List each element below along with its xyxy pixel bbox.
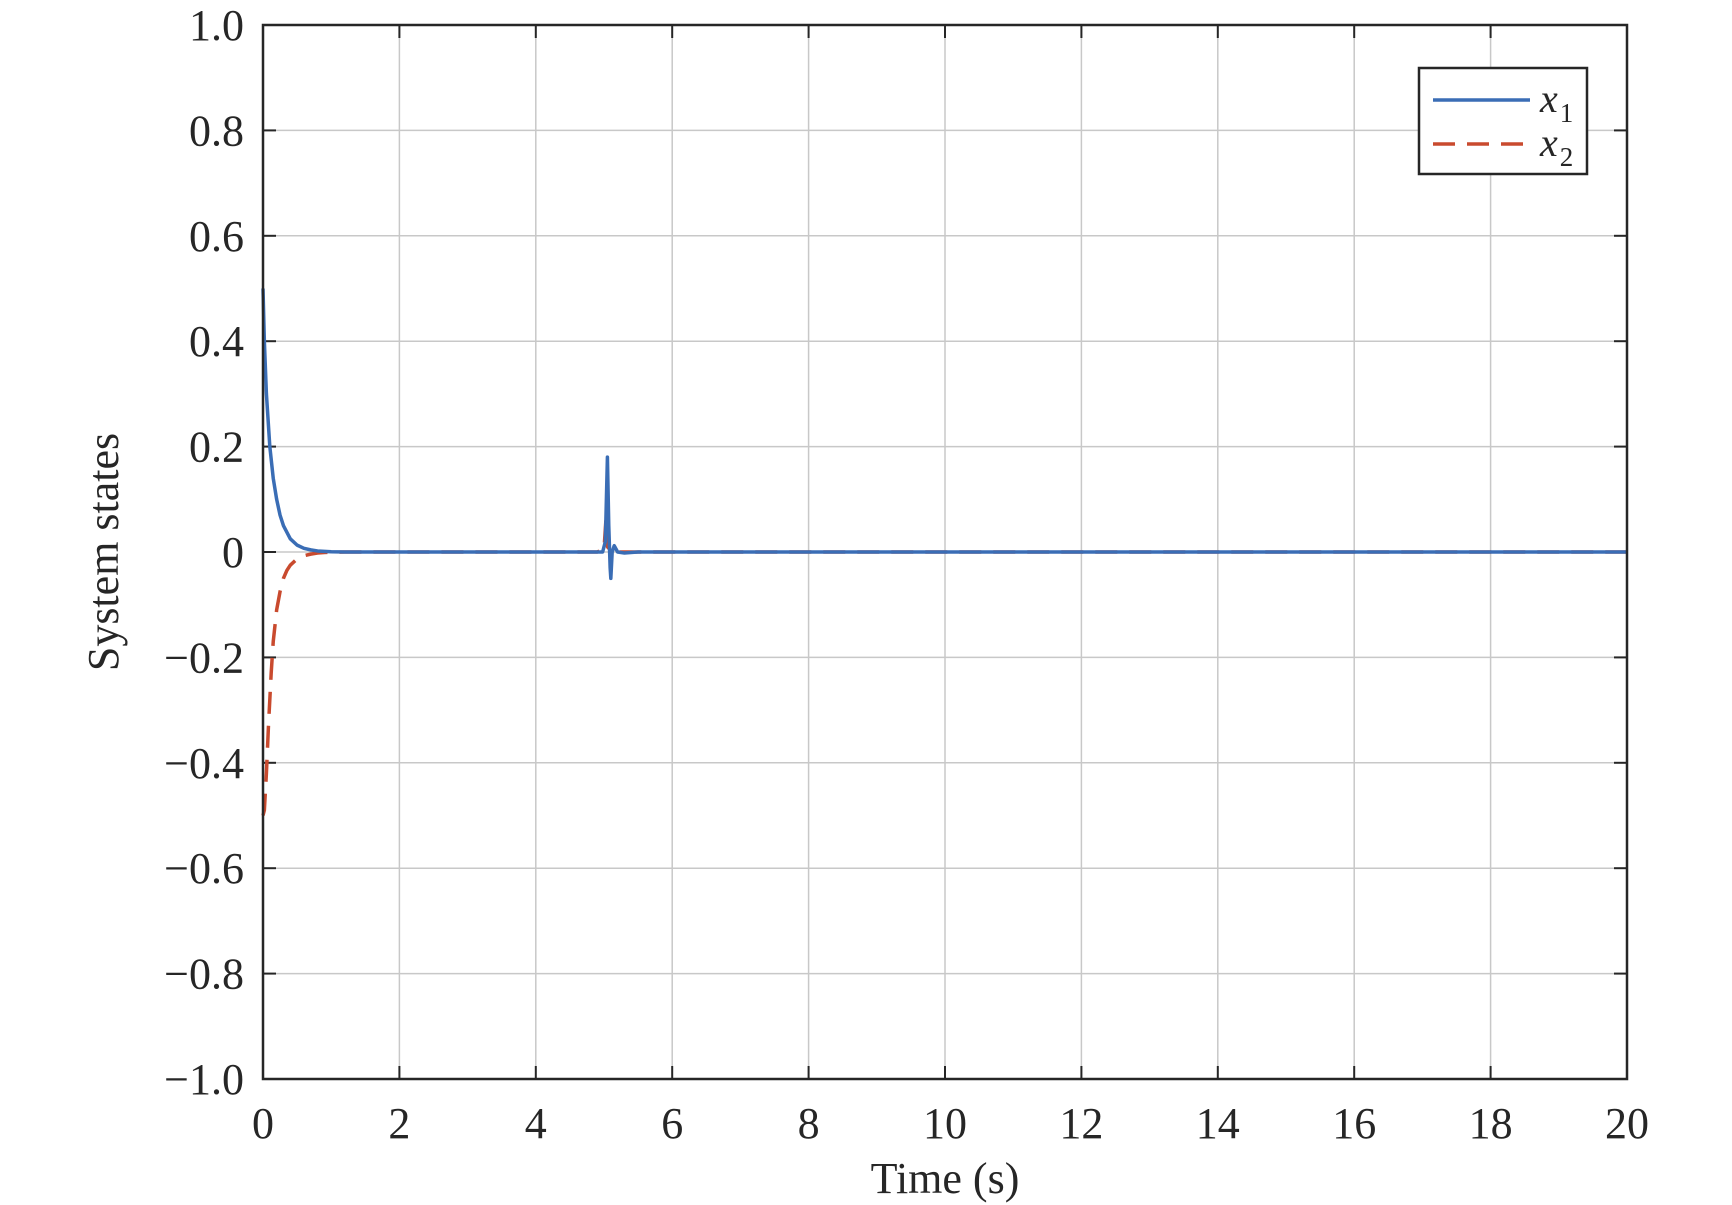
plot-frame	[261, 23, 1629, 1081]
x-tick-label: 12	[1059, 1099, 1103, 1148]
y-tick-label: −0.8	[164, 950, 244, 999]
x-tick-label: 8	[798, 1099, 820, 1148]
y-tick-label: 1.0	[189, 1, 244, 50]
x-tick-label: 2	[388, 1099, 410, 1148]
legend-box	[1417, 66, 1589, 176]
x-tick-label: 20	[1605, 1099, 1649, 1148]
x-tick-label: 6	[661, 1099, 683, 1148]
series-line-x1	[261, 288, 1627, 581]
x-tick-label: 4	[525, 1099, 547, 1148]
y-tick-label: 0	[222, 528, 244, 577]
x-tick-label: 14	[1196, 1099, 1240, 1148]
x-tick-label: 18	[1469, 1099, 1513, 1148]
tick-labels: 0 2 4 6 8 10 12 14 16 18 20 1.0 0.8 0.6 0.4 0.2 0 −0.2 −0.…	[164, 1, 1649, 1148]
x-axis-title: Time (s)	[871, 1154, 1020, 1203]
y-tick-label: 0.2	[189, 423, 244, 472]
x-tick-label: 10	[923, 1099, 967, 1148]
y-tick-label: 0.6	[189, 212, 244, 261]
x-tick-label: 0	[252, 1099, 274, 1148]
y-tick-label: −0.4	[164, 739, 244, 788]
y-tick-label: −0.6	[164, 844, 244, 893]
y-tick-label: 0.4	[189, 317, 244, 366]
y-tick-label: −0.2	[164, 633, 244, 682]
y-axis-title: System states	[79, 433, 128, 671]
x-tick-label: 16	[1332, 1099, 1376, 1148]
series-layer	[261, 288, 1627, 816]
y-tick-label: −1.0	[164, 1055, 244, 1104]
y-tick-label: 0.8	[189, 106, 244, 155]
